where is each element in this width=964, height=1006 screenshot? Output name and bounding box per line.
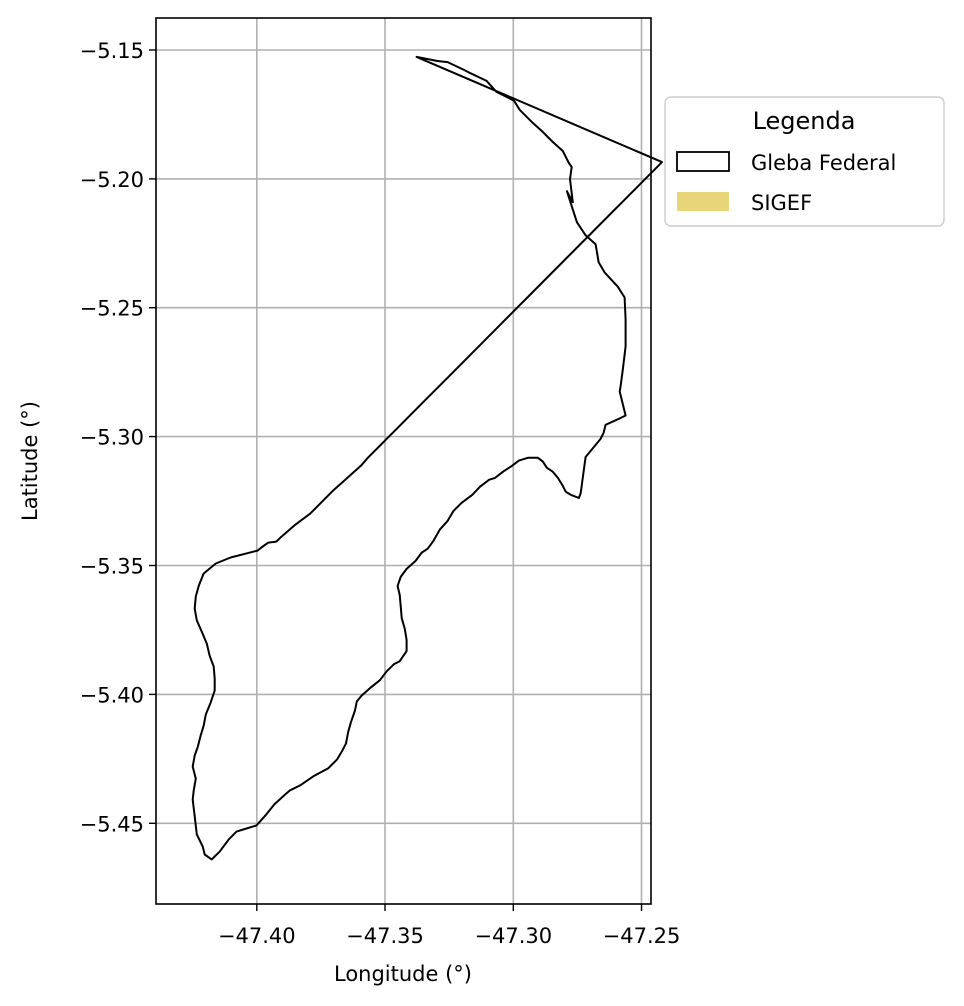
gleba-federal-polygon xyxy=(191,55,663,861)
x-tick-label: −47.40 xyxy=(218,924,296,948)
legend-swatch-gleba-federal xyxy=(676,151,730,172)
y-tick-label: −5.25 xyxy=(80,297,144,321)
legend-label-sigef: SIGEF xyxy=(751,191,812,215)
legend-label-gleba-federal: Gleba Federal xyxy=(751,151,896,175)
grid xyxy=(156,18,651,904)
legend-title: Legenda xyxy=(753,107,856,135)
x-axis-label: Longitude (°) xyxy=(334,962,472,986)
y-tick-label: −5.40 xyxy=(80,683,144,707)
plot-frame xyxy=(155,17,652,905)
y-tick-label: −5.20 xyxy=(80,168,144,192)
y-tick-label: −5.45 xyxy=(80,812,144,836)
y-tick-label: −5.35 xyxy=(80,555,144,579)
map-layers xyxy=(191,55,663,861)
y-tick-label: −5.15 xyxy=(80,39,144,63)
x-tick-label: −47.25 xyxy=(603,924,681,948)
legend: Legenda Gleba Federal SIGEF xyxy=(664,96,945,227)
y-axis-label: Latitude (°) xyxy=(18,401,42,521)
x-tick-label: −47.35 xyxy=(346,924,424,948)
x-tick-label: −47.30 xyxy=(474,924,552,948)
legend-swatch-sigef xyxy=(677,192,729,211)
y-tick-label: −5.30 xyxy=(80,426,144,450)
legend-box xyxy=(664,96,945,227)
ticks: −47.40 −47.35 −47.30 −47.25 −5.15 −5.20 −5.25 −… xyxy=(80,39,681,948)
